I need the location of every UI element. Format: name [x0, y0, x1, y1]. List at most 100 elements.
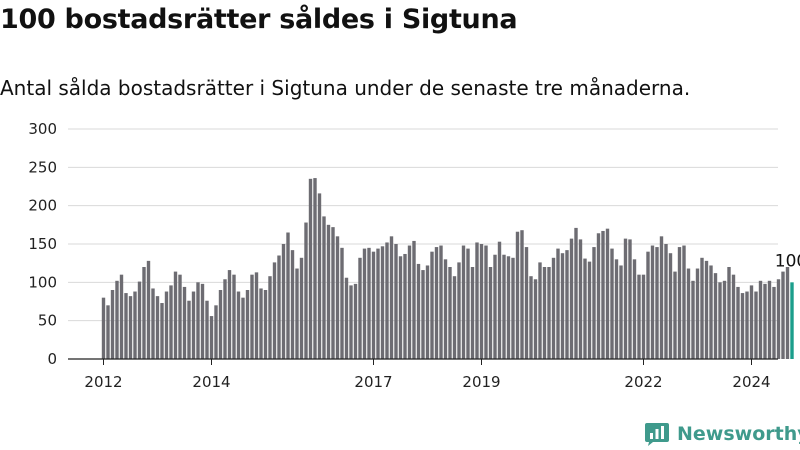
bar: [367, 247, 371, 359]
bar: [664, 244, 668, 359]
bar: [763, 283, 767, 359]
bar: [322, 216, 326, 359]
bar: [385, 242, 389, 359]
bar: [412, 240, 416, 359]
bar: [281, 244, 286, 359]
bar: [551, 257, 556, 359]
bar: [380, 246, 385, 359]
bar: [403, 253, 407, 359]
bar: [430, 251, 434, 359]
bar: [209, 316, 214, 359]
bar: [718, 282, 722, 359]
bar: [556, 248, 560, 359]
bar: [686, 268, 691, 359]
bar: [740, 293, 745, 359]
bar: [515, 231, 520, 359]
bar: [637, 274, 641, 359]
x-tick-label: 2012: [84, 373, 122, 391]
bar: [146, 260, 151, 359]
bar: [344, 277, 349, 359]
y-tick-label: 300: [28, 120, 57, 138]
y-tick-label: 50: [38, 312, 57, 330]
bar: [533, 279, 538, 359]
bar: [407, 245, 412, 359]
y-tick-label: 200: [28, 197, 57, 215]
bar: [610, 248, 614, 359]
bars: [101, 178, 794, 359]
bar: [299, 257, 304, 359]
bar: [578, 239, 583, 359]
bar: [268, 276, 272, 359]
bar: [704, 260, 709, 359]
bar: [470, 267, 475, 359]
bar: [457, 262, 461, 359]
bar: [655, 247, 659, 359]
data-labels: 100: [775, 251, 800, 271]
bar: [245, 290, 250, 359]
bar: [160, 303, 164, 359]
bar: [349, 285, 353, 359]
bar: [736, 286, 740, 359]
bar: [574, 227, 578, 359]
bar: [394, 244, 398, 359]
bar: [497, 241, 502, 359]
brand-name: Newsworthy: [677, 423, 800, 445]
bar: [133, 291, 137, 359]
bar: [187, 300, 191, 359]
y-tick-label: 150: [28, 235, 57, 253]
bar: [754, 291, 758, 359]
bar: [313, 178, 317, 359]
bar: [628, 239, 632, 359]
bar: [259, 288, 263, 359]
bar: [286, 232, 290, 359]
bar: [682, 245, 686, 359]
bar: [137, 281, 142, 359]
bar: [641, 274, 646, 359]
bar: [583, 258, 587, 359]
bar: [767, 280, 772, 359]
bar: [434, 247, 439, 359]
bar: [277, 255, 281, 359]
bar: [542, 267, 547, 359]
bar: [646, 251, 650, 359]
bar: [326, 224, 331, 359]
bar: [290, 250, 295, 359]
bar: [272, 262, 277, 359]
y-tick-label: 0: [47, 350, 57, 368]
bar: [502, 254, 506, 359]
bar: [587, 261, 592, 359]
bar: [317, 193, 322, 359]
bar: [448, 267, 452, 359]
bar: [398, 256, 403, 359]
bar: [484, 245, 488, 359]
bar: [488, 267, 493, 359]
bar: [506, 256, 511, 359]
x-axis: 2012 2014 2017 2019 2022 2024: [68, 358, 778, 391]
bar: [659, 236, 664, 359]
bar: [677, 247, 682, 359]
bar: [493, 254, 497, 359]
bar: [295, 268, 299, 359]
bar: [596, 233, 601, 359]
bar: [376, 248, 380, 359]
bar: [308, 178, 313, 359]
bar: [547, 267, 551, 359]
bar: [124, 293, 128, 359]
bar: [785, 267, 790, 359]
bar: [115, 280, 119, 359]
bar: [155, 296, 160, 359]
bar: [466, 248, 470, 359]
bar: [164, 291, 169, 359]
bar: [673, 271, 677, 359]
bar: [709, 265, 713, 359]
bar: [713, 273, 718, 359]
y-axis-tick-labels: 0 50 100 150 200 250 300: [28, 120, 57, 368]
bar: [560, 253, 565, 359]
bar: [173, 271, 178, 359]
bar: [335, 236, 340, 359]
bar: [128, 296, 133, 359]
bar: [592, 247, 596, 359]
bar: [520, 230, 524, 359]
bar: [340, 247, 344, 359]
